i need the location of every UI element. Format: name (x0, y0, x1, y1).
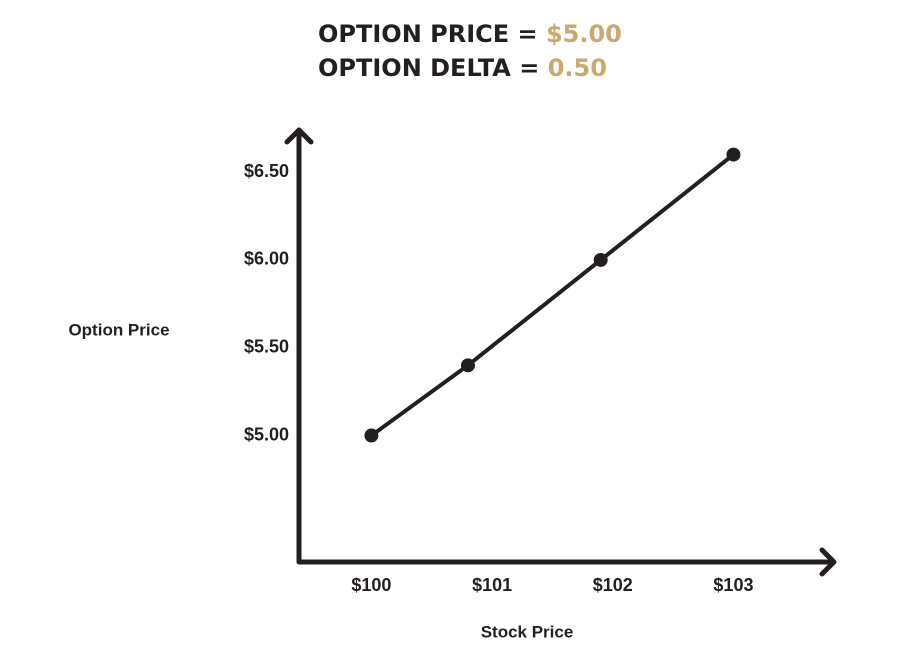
y-tick-label: $5.00 (244, 424, 289, 444)
y-axis-title: Option Price (68, 320, 169, 339)
x-tick-label: $102 (593, 575, 633, 595)
title-value: $5.00 (546, 20, 622, 48)
y-tick-label: $6.00 (244, 249, 289, 269)
title-line: OPTION PRICE = $5.00 (318, 20, 622, 48)
x-axis-title: Stock Price (481, 622, 574, 641)
y-tick-label: $6.50 (244, 161, 289, 181)
x-tick-label: $100 (351, 575, 391, 595)
x-axis-arrow (819, 547, 837, 577)
title-line: OPTION DELTA = 0.50 (318, 54, 607, 82)
y-tick-label: $5.50 (244, 337, 289, 357)
x-tick-label: $101 (472, 575, 512, 595)
point (364, 428, 379, 443)
point (593, 252, 608, 267)
line (369, 152, 736, 438)
x-tick-label: $103 (713, 575, 753, 595)
title-label: OPTION PRICE = (318, 20, 538, 48)
point (726, 147, 741, 162)
axes (296, 129, 835, 565)
point (460, 358, 475, 373)
y-axis-arrow (284, 127, 314, 145)
title-value: 0.50 (548, 54, 607, 82)
title-label: OPTION DELTA = (318, 54, 539, 82)
